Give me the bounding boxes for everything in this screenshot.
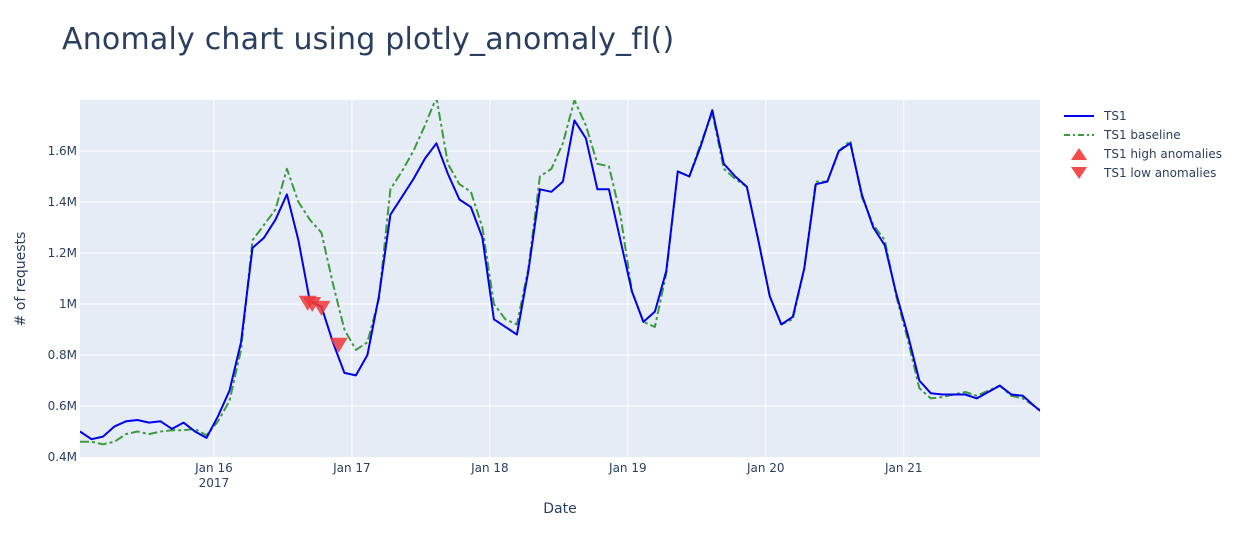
- legend-label: TS1 low anomalies: [1104, 165, 1217, 180]
- x-tick-label: Jan 21: [884, 461, 923, 475]
- x-tick-label: Jan 19: [608, 461, 647, 475]
- legend-label: TS1 high anomalies: [1104, 146, 1223, 161]
- triangle-down-icon: [1071, 166, 1087, 179]
- series-ts1[interactable]: [80, 109, 1046, 441]
- plot-area[interactable]: [80, 100, 1040, 457]
- gridlines: [80, 100, 1040, 457]
- dashdot-line-icon: [1064, 133, 1094, 136]
- y-axis-title: # of requests: [13, 232, 29, 327]
- y-tick-label: 0.8M: [48, 348, 77, 362]
- y-tick-label: 1.2M: [48, 246, 77, 260]
- legend-item-ts1-high-anomalies[interactable]: TS1 high anomalies: [1062, 144, 1222, 163]
- x-tick-label: Jan 17: [332, 461, 371, 475]
- y-tick-label: 0.6M: [48, 399, 77, 413]
- chart-title: Anomaly chart using plotly_anomaly_fl(): [62, 22, 675, 57]
- series-ts1-baseline[interactable]: [80, 97, 1046, 446]
- low-anomaly-marker[interactable]: [303, 297, 322, 312]
- legend-item-ts1[interactable]: TS1: [1062, 106, 1222, 125]
- y-tick-label: 1M: [59, 297, 77, 311]
- y-axis-ticks: 0.4M 0.6M 0.8M 1M 1.2M 1.4M 1.6M: [48, 144, 77, 464]
- legend-item-ts1-low-anomalies[interactable]: TS1 low anomalies: [1062, 163, 1222, 182]
- solid-line-icon: [1064, 114, 1094, 117]
- x-tick-label: Jan 20: [746, 461, 785, 475]
- low-anomaly-marker[interactable]: [312, 300, 331, 316]
- x-tick-label: Jan 18: [470, 461, 509, 475]
- y-tick-label: 1.6M: [48, 144, 77, 158]
- legend[interactable]: TS1 TS1 baseline TS1 high anomalies TS1 …: [1062, 106, 1222, 182]
- x-tick-year: 2017: [199, 476, 230, 490]
- legend-label: TS1 baseline: [1104, 127, 1181, 142]
- low-anomaly-marker[interactable]: [329, 337, 348, 353]
- legend-label: TS1: [1104, 108, 1127, 123]
- triangle-up-icon: [1071, 147, 1087, 160]
- y-tick-label: 1.4M: [48, 195, 77, 209]
- legend-item-ts1-baseline[interactable]: TS1 baseline: [1062, 125, 1222, 144]
- series-group: [80, 97, 1046, 446]
- x-tick-label: Jan 16: [194, 461, 233, 475]
- y-tick-label: 0.4M: [48, 450, 77, 464]
- x-axis-title: Date: [543, 501, 576, 517]
